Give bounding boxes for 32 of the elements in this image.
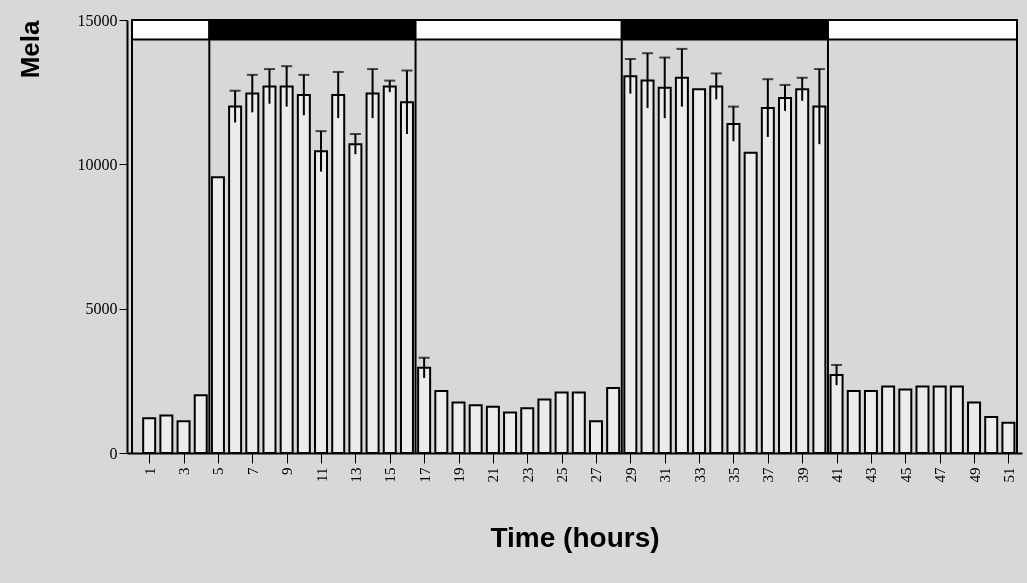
x-tick-label: 7 xyxy=(244,467,261,475)
x-tick-label: 19 xyxy=(451,467,467,483)
x-tick-label: 31 xyxy=(657,467,674,483)
x-tick-label: 17 xyxy=(416,467,433,483)
x-tick-label: 37 xyxy=(760,467,777,483)
x-tick-label: 3 xyxy=(176,467,193,475)
y-tick-label: 15000 xyxy=(77,11,118,29)
x-tick-label: 45 xyxy=(897,467,914,483)
x-tick-label: 13 xyxy=(347,467,364,483)
x-tick-label: 29 xyxy=(622,467,639,483)
x-tick-label: 15 xyxy=(382,467,399,483)
x-tick-label: 23 xyxy=(519,467,536,483)
x-tick-label: 41 xyxy=(829,467,846,483)
x-tick-label: 9 xyxy=(279,467,296,475)
x-tick-label: 11 xyxy=(313,467,330,482)
y-tick-label: 5000 xyxy=(85,300,118,318)
x-tick-label: 35 xyxy=(725,467,742,483)
x-tick-label: 43 xyxy=(863,467,880,483)
x-tick-label: 47 xyxy=(932,467,949,483)
x-tick-label: 39 xyxy=(794,467,811,483)
x-tick-label: 51 xyxy=(1000,467,1017,483)
x-tick-label: 1 xyxy=(141,467,158,475)
x-tick-label: 49 xyxy=(966,467,983,483)
x-tick-label: 27 xyxy=(588,467,605,483)
x-tick-label: 21 xyxy=(485,467,502,483)
x-tick-label: 33 xyxy=(691,467,708,483)
x-axis-title: Time (hours) xyxy=(490,521,660,553)
y-tick-label: 0 xyxy=(109,444,118,462)
y-axis-title: Mela xyxy=(14,19,45,79)
x-tick-label: 5 xyxy=(210,467,227,475)
y-tick-label: 10000 xyxy=(77,155,118,173)
x-tick-label: 25 xyxy=(554,467,571,483)
